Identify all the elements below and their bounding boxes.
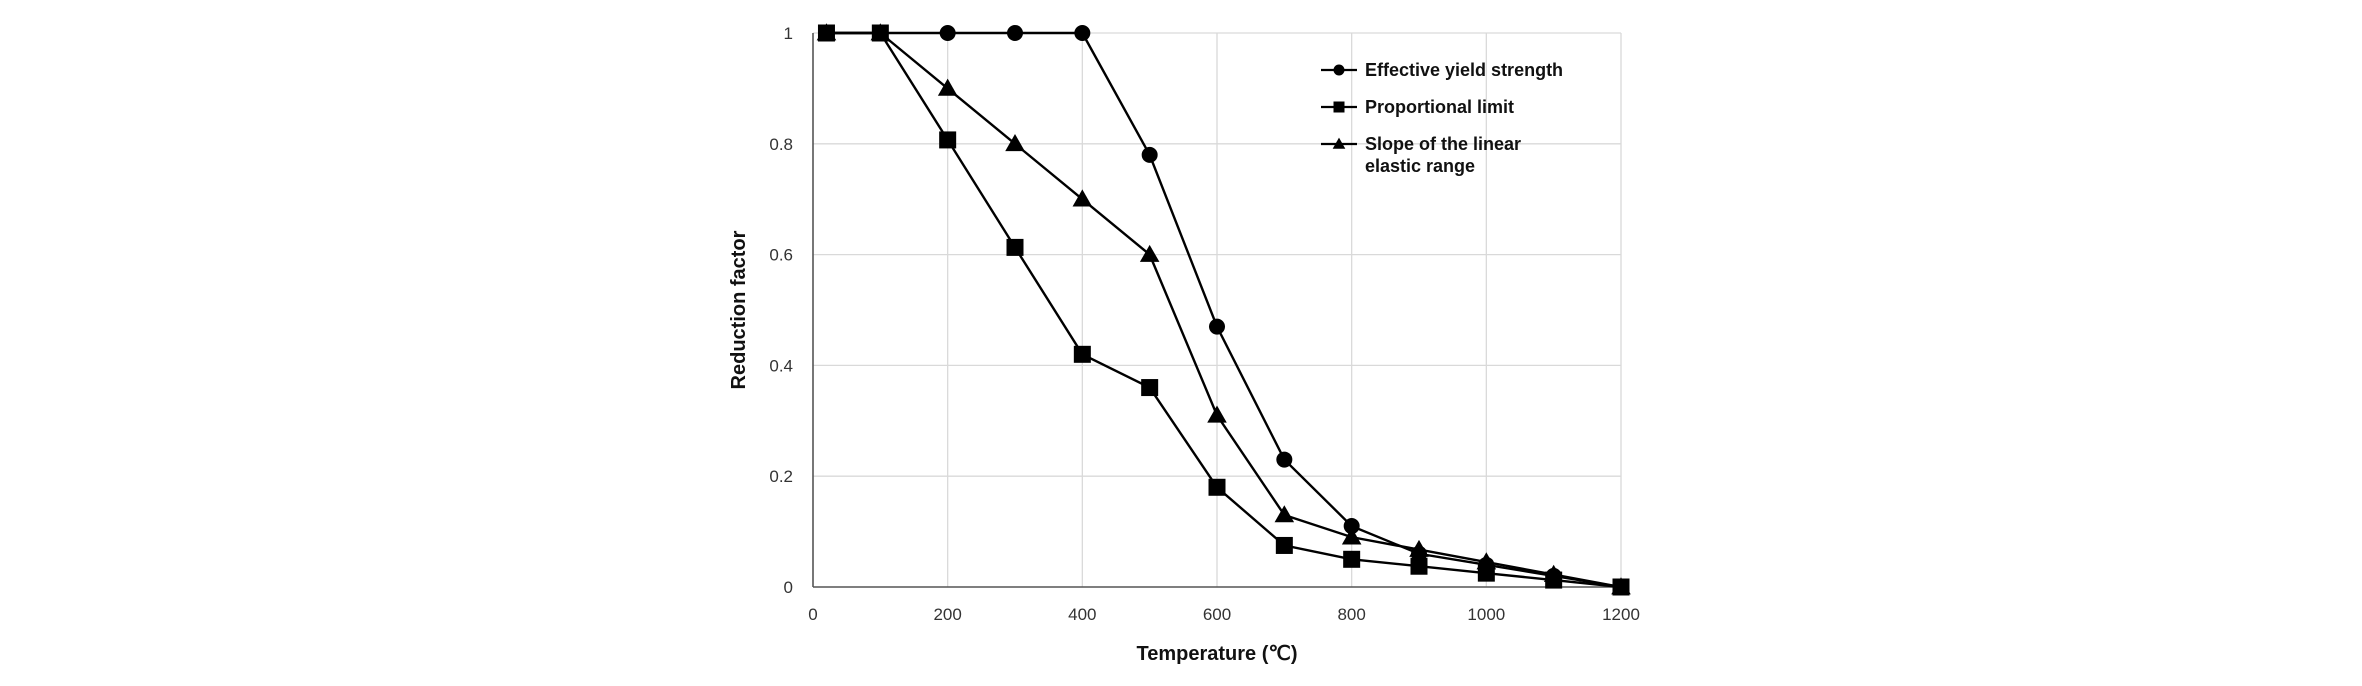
x-axis-title: Temperature (℃) xyxy=(1136,643,1297,665)
legend-label: Proportional limit xyxy=(1365,97,1514,117)
data-point xyxy=(1275,536,1293,554)
data-point xyxy=(1611,577,1631,595)
data-point xyxy=(1074,25,1091,41)
data-point xyxy=(1343,550,1361,568)
data-point xyxy=(1141,146,1158,163)
legend-marker xyxy=(1333,64,1345,76)
data-point xyxy=(1139,244,1160,262)
x-tick-label: 200 xyxy=(933,605,961,624)
x-tick-label: 400 xyxy=(1068,605,1096,624)
legend-label: Effective yield strength xyxy=(1365,60,1563,80)
data-point xyxy=(1410,557,1428,575)
tick-labels: 0 200 400 600 800 1000 1200 0 0.2 0.4 0.6 0.8 1 xyxy=(769,24,1640,624)
legend: Effective yield strength Proportional lim… xyxy=(1321,60,1563,176)
data-point xyxy=(1005,134,1025,152)
data-point xyxy=(939,131,957,149)
legend-label: Slope of the linear xyxy=(1365,134,1521,154)
legend-label: elastic range xyxy=(1365,156,1475,176)
data-point xyxy=(1409,539,1429,557)
data-point xyxy=(1274,505,1295,523)
data-point xyxy=(1007,25,1023,41)
data-point xyxy=(1341,527,1362,545)
data-point xyxy=(1073,345,1091,363)
axes xyxy=(812,33,1621,588)
data-point xyxy=(1543,564,1564,582)
data-point xyxy=(816,23,837,41)
x-tick-label: 0 xyxy=(808,605,817,624)
y-tick-label: 1 xyxy=(784,24,793,43)
series xyxy=(816,23,1631,596)
series-3 xyxy=(816,23,1631,595)
y-axis-title: Reduction factor xyxy=(728,230,750,389)
data-point xyxy=(1208,478,1226,496)
legend-marker xyxy=(1333,101,1345,113)
data-point xyxy=(1141,379,1159,397)
y-tick-label: 0.4 xyxy=(769,356,793,375)
x-tick-label: 600 xyxy=(1203,605,1231,624)
data-point xyxy=(1209,318,1225,335)
x-tick-label: 1200 xyxy=(1602,605,1640,624)
legend-item: Effective yield strength xyxy=(1321,60,1563,80)
data-point xyxy=(1006,238,1024,256)
y-tick-label: 0 xyxy=(784,578,793,597)
y-tick-label: 0.8 xyxy=(769,135,793,154)
data-point xyxy=(1207,405,1227,423)
data-point xyxy=(1276,451,1293,468)
data-point xyxy=(870,23,891,41)
data-point xyxy=(937,78,958,96)
data-point xyxy=(939,25,956,41)
x-tick-label: 800 xyxy=(1337,605,1365,624)
y-tick-label: 0.2 xyxy=(769,467,793,486)
data-point xyxy=(1072,189,1093,207)
y-tick-label: 0.6 xyxy=(769,246,793,265)
data-point xyxy=(1476,552,1497,570)
legend-marker xyxy=(1332,137,1346,149)
legend-item: Proportional limit xyxy=(1321,97,1514,117)
data-point xyxy=(1343,518,1360,535)
x-tick-label: 1000 xyxy=(1467,605,1505,624)
